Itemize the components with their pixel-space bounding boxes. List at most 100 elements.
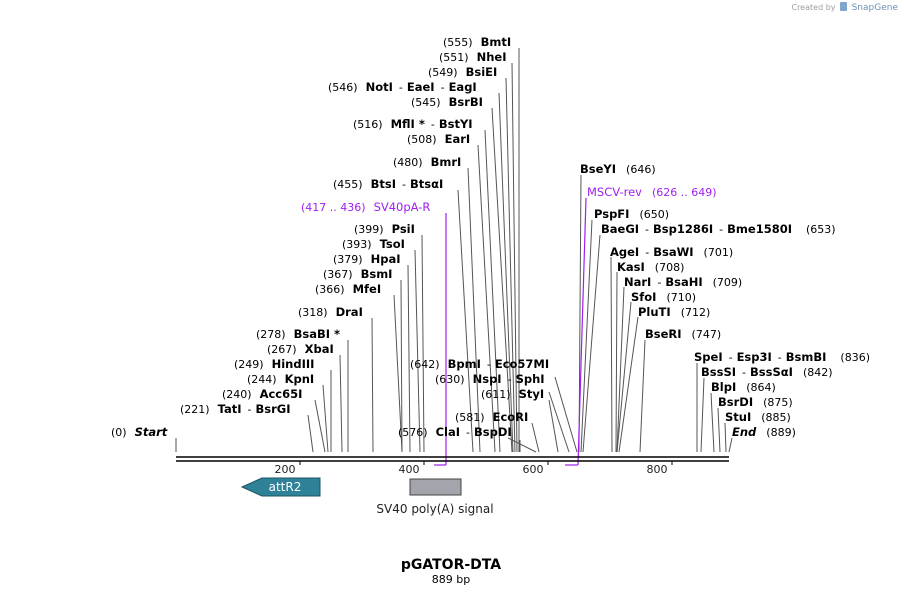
connector-nari (616, 286, 625, 453)
connector-baegi (582, 234, 601, 453)
site-noti-eaei-eagi: (546) NotI - EaeI - EagI (328, 80, 477, 94)
connector-acc65i (314, 399, 326, 453)
site-bsmi: (367) BsmI (323, 267, 392, 281)
connector-end (728, 437, 733, 453)
connector-pluti (618, 316, 639, 453)
connector-ecori (531, 422, 540, 453)
connector-clai (507, 437, 537, 453)
site-spei-esp3i-bsmbi: SpeI - Esp3I - BsmBI (836) (694, 350, 870, 364)
connector-stui (724, 422, 727, 453)
connector-blpi (710, 392, 715, 453)
site-styi: (611) StyI (481, 387, 544, 401)
credit-prefix: Created by (791, 3, 836, 12)
primer-labels: (417 .. 436) SV40pA-R MSCV-rev (626 .. 649… (301, 185, 717, 214)
site-bpmi-eco57mi: (642) BpmI - Eco57MI (410, 357, 549, 371)
connector-xbai (339, 354, 343, 453)
connector-tsoi (414, 249, 421, 453)
connector-eari (477, 144, 496, 453)
feature-attr2[interactable]: attR2 (240, 477, 321, 497)
site-psii: (399) PsiI (354, 222, 415, 236)
connector-bpmi (554, 376, 578, 453)
connector-bsiei (505, 77, 516, 453)
primer-markers (434, 197, 587, 466)
site-mfei: (366) MfeI (315, 282, 381, 296)
connector-sfoi (616, 301, 632, 453)
site-kpni: (244) KpnI (247, 372, 314, 386)
site-bseyi: BseYI (646) (580, 162, 656, 176)
primer-mscv-rev: MSCV-rev (626 .. 649) (587, 185, 717, 199)
connector-bsssi (700, 377, 705, 453)
connector-bseri (639, 339, 646, 453)
site-pluti: PluTI (712) (638, 305, 710, 319)
site-clai-bspdi: (576) ClaI - BspDI (398, 425, 512, 439)
connector-bsmi (400, 279, 403, 453)
site-baegi-bsp1286i-bme1580i: BaeGI - Bsp1286I - Bme1580I (653) (601, 222, 836, 236)
site-hindiii: (249) HindIII (234, 357, 314, 371)
site-bsssi-bsssai: BssSI - BssSαI (842) (701, 365, 833, 379)
site-connector-lines (175, 48, 733, 453)
site-tsoi: (393) TsoI (342, 237, 405, 251)
site-bmti: (555) BmtI (443, 35, 511, 49)
site-nari-bsahi: NarI - BsaHI (709) (624, 275, 742, 289)
site-agei-bsawi: AgeI - BsaWI (701) (610, 245, 733, 259)
map-title: pGATOR-DTA (401, 557, 501, 573)
connector-btsi (457, 189, 474, 453)
connector-hpai (407, 264, 411, 453)
site-btsi-btsai: (455) BtsI - BtsαI (333, 177, 443, 191)
site-sfoi: SfoI (710) (631, 290, 696, 304)
site-end: End (889) (732, 425, 796, 439)
connector-psii (421, 234, 425, 453)
site-nspi-sphi: (630) NspI - SphI (435, 372, 545, 386)
restriction-sites-right: BseYI (646) PspFI (650) BaeGI - Bsp1286I - Bme… (580, 162, 870, 439)
connector-drai (371, 317, 374, 453)
site-start: (0) Start (111, 425, 168, 439)
site-mfli-bstyi: (516) MflI * - BstYI (353, 117, 473, 131)
site-bsrbi: (545) BsrBI (411, 95, 483, 109)
primer-sv40pa-r: (417 .. 436) SV40pA-R (301, 200, 430, 214)
connector-nhei (511, 62, 518, 453)
attr2-arrow (240, 477, 321, 497)
connector-mfli (484, 129, 501, 453)
site-tati-bsrgi: (221) TatI - BsrGI (180, 402, 290, 416)
snapgene-credit: Created by SnapGene (791, 2, 898, 13)
site-eari: (508) EarI (407, 132, 470, 146)
dna-backbone (176, 456, 729, 465)
feature-sv40-polya[interactable]: SV40 poly(A) signal (376, 478, 494, 516)
connector-bsrbi (491, 107, 513, 453)
connector-pspfi (580, 219, 593, 453)
scale-ticks: 200 400 600 800 (275, 463, 668, 476)
site-xbai: (267) XbaI (267, 342, 334, 356)
connector-bsrdi (717, 407, 721, 453)
site-hpai: (379) HpaI (333, 252, 401, 266)
site-pspfi: PspFI (650) (594, 207, 669, 221)
tick-label-800: 800 (647, 463, 668, 476)
site-bsrdi: BsrDI (875) (718, 395, 793, 409)
site-bseri: BseRI (747) (645, 327, 721, 341)
attr2-label: attR2 (269, 480, 302, 494)
connector-tati (307, 414, 314, 453)
connector-bmri (467, 167, 481, 453)
primer-mscv-rev-line (577, 197, 587, 466)
tick-label-600: 600 (523, 463, 544, 476)
site-stui: StuI (885) (725, 410, 791, 424)
tick-label-200: 200 (275, 463, 296, 476)
site-drai: (318) DraI (298, 305, 363, 319)
snapgene-logo-icon (840, 2, 848, 11)
site-bmri: (480) BmrI (393, 155, 461, 169)
site-ecori: (581) EcoRI (455, 410, 528, 424)
map-length: 889 bp (432, 573, 470, 586)
connector-styi (548, 399, 559, 453)
site-bsabi: (278) BsaBI * (256, 327, 340, 341)
site-bsiei: (549) BsiEI (428, 65, 497, 79)
site-acc65i: (240) Acc65I (222, 387, 302, 401)
connector-kpni (322, 384, 329, 453)
credit-brand: SnapGene (851, 3, 898, 13)
site-kasi: KasI (708) (617, 260, 684, 274)
sv40-polya-label: SV40 poly(A) signal (376, 502, 493, 516)
restriction-sites-left: (555) BmtI (551) NheI (549) BsiEI (546) NotI… (111, 35, 549, 439)
sv40-polya-box (409, 478, 462, 496)
site-nhei: (551) NheI (439, 50, 506, 64)
connector-kasi (615, 271, 618, 453)
connector-mfei (393, 294, 403, 453)
